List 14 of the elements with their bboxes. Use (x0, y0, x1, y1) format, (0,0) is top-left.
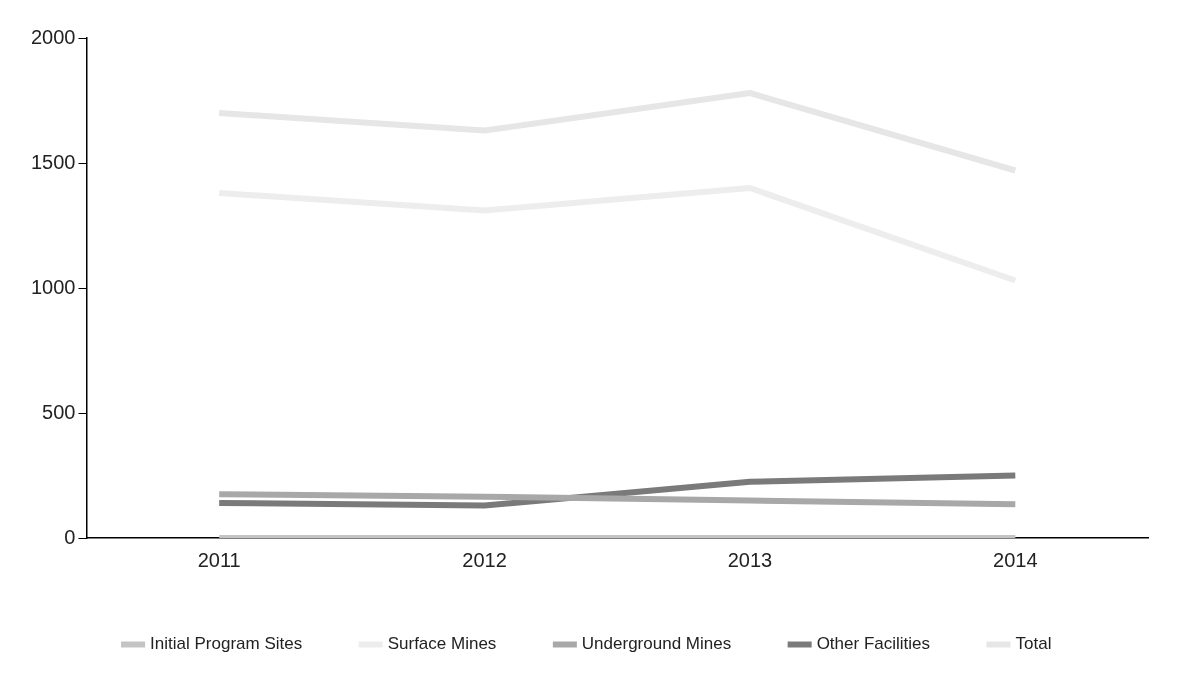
x-tick-label: 2012 (462, 548, 507, 571)
legend-label: Initial Program Sites (150, 634, 303, 654)
y-tick-label: 2000 (30, 25, 76, 48)
y-tick-label: 1000 (30, 275, 76, 298)
x-tick-label: 2014 (993, 548, 1038, 571)
legend-label: Total (1015, 634, 1052, 654)
y-tick-label: 1500 (30, 150, 76, 173)
x-tick-label: 2011 (197, 548, 241, 571)
legend-label: Underground Mines (581, 634, 732, 654)
y-tick-label: 500 (42, 400, 76, 423)
legend-label: Other Facilities (816, 634, 931, 654)
legend-label: Surface Mines (387, 634, 497, 654)
y-tick-label: 0 (64, 525, 76, 548)
x-tick-label: 2013 (727, 548, 773, 571)
